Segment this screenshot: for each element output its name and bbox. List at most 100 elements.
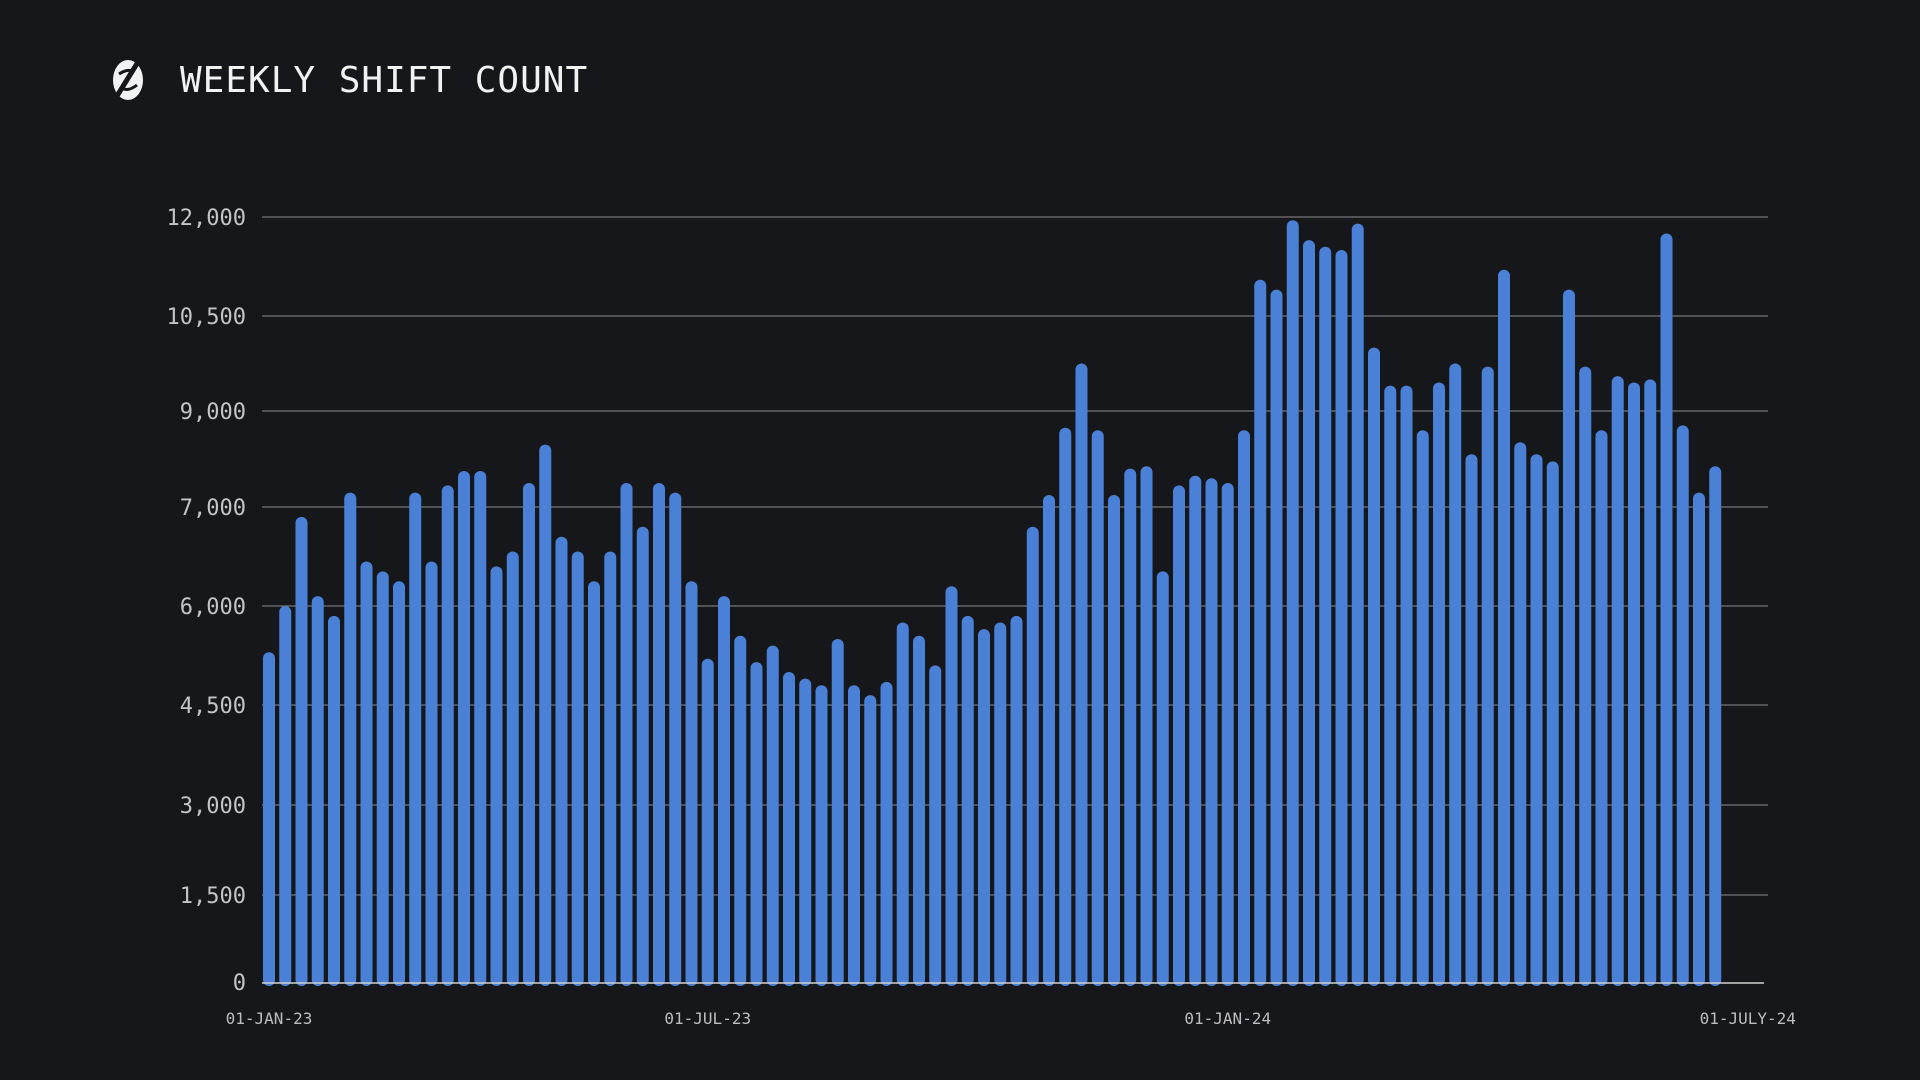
bar (1628, 382, 1640, 986)
bar (750, 662, 763, 986)
y-tick-label: 3,000 (180, 794, 246, 819)
bar (1563, 289, 1575, 987)
bar (328, 615, 340, 986)
bar (1644, 379, 1657, 986)
x-tick-label: 01-JUL-23 (664, 1009, 751, 1028)
bar (1075, 363, 1088, 986)
bar (571, 551, 584, 986)
bar (441, 485, 454, 986)
bar (279, 606, 292, 986)
bar (311, 596, 324, 986)
bar (1124, 468, 1137, 987)
bar (896, 622, 909, 986)
bar (523, 483, 535, 986)
bar (913, 635, 925, 986)
bar (1611, 376, 1624, 987)
s-logo-icon (113, 59, 143, 100)
bar (815, 685, 828, 986)
y-tick-label: 12,000 (167, 206, 246, 231)
bar (409, 492, 422, 986)
bar (1221, 483, 1234, 986)
x-axis-tick-labels: 01-JAN-23 01-JUL-23 01-JAN-24 01-JULY-24 (226, 1009, 1796, 1028)
x-tick-label: 01-JAN-23 (226, 1009, 313, 1028)
bar (978, 629, 990, 986)
bar (1303, 240, 1315, 987)
bar (1481, 366, 1494, 987)
y-tick-label: 6,000 (180, 595, 246, 620)
bar (1595, 430, 1608, 986)
bar (799, 678, 812, 986)
y-tick-label: 1,500 (180, 884, 246, 909)
bar (458, 471, 470, 986)
bar (1059, 427, 1072, 986)
bar (1530, 454, 1543, 986)
bar (880, 681, 893, 986)
bar (474, 471, 487, 986)
bar (295, 516, 308, 986)
bar (263, 652, 275, 986)
bar (1238, 430, 1250, 986)
bar (604, 551, 617, 986)
bar (1254, 279, 1267, 986)
bar (1449, 363, 1462, 986)
y-tick-label: 0 (233, 971, 246, 996)
y-tick-label: 4,500 (180, 694, 246, 719)
bar (783, 672, 795, 986)
bar (1546, 461, 1559, 986)
bar (620, 483, 633, 986)
bar (425, 561, 438, 986)
bar (490, 566, 503, 986)
bar (945, 586, 958, 986)
bar (929, 665, 942, 986)
bar (1368, 347, 1380, 987)
bar (1384, 385, 1397, 987)
x-tick-label: 01-JAN-24 (1184, 1009, 1271, 1028)
bar (1498, 269, 1510, 986)
bar (1156, 571, 1169, 986)
bar (734, 635, 747, 986)
bar-series (263, 220, 1722, 987)
bar (1140, 466, 1153, 986)
bar (766, 645, 779, 986)
bar (1010, 615, 1023, 986)
bar (636, 526, 649, 986)
bar (1043, 495, 1055, 986)
bar (1465, 454, 1478, 986)
bar (360, 561, 373, 986)
y-tick-label: 9,000 (180, 400, 246, 425)
bar (669, 492, 682, 986)
y-tick-label: 7,000 (180, 496, 246, 521)
bar (994, 622, 1007, 986)
bar (1709, 466, 1722, 986)
bar (653, 483, 665, 986)
bar (1205, 478, 1218, 986)
bar (685, 581, 698, 986)
bar (393, 581, 405, 986)
bar (1335, 250, 1348, 986)
bar (1514, 442, 1527, 986)
bar (1400, 385, 1413, 987)
bar (718, 596, 730, 986)
bar (848, 685, 860, 986)
bar (1351, 223, 1364, 987)
bar (1693, 492, 1705, 986)
x-tick-label: 01-JULY-24 (1700, 1009, 1796, 1028)
bar (961, 615, 974, 986)
y-axis-tick-labels: 0 1,500 3,000 4,500 6,000 7,000 9,000 10,500 12,… (167, 206, 246, 996)
bar (1173, 485, 1185, 986)
bar (506, 551, 519, 986)
bar (1319, 246, 1332, 986)
bar (1433, 382, 1445, 986)
bar (1026, 526, 1039, 986)
chart-header: WEEKLY SHIFT COUNT (110, 56, 588, 104)
bar (1286, 220, 1299, 987)
chart-title: WEEKLY SHIFT COUNT (180, 59, 589, 101)
bar (864, 695, 877, 986)
bar (701, 658, 714, 986)
bar (1091, 430, 1104, 986)
bar (555, 536, 568, 986)
bar (1416, 430, 1429, 986)
bar (1676, 425, 1689, 986)
